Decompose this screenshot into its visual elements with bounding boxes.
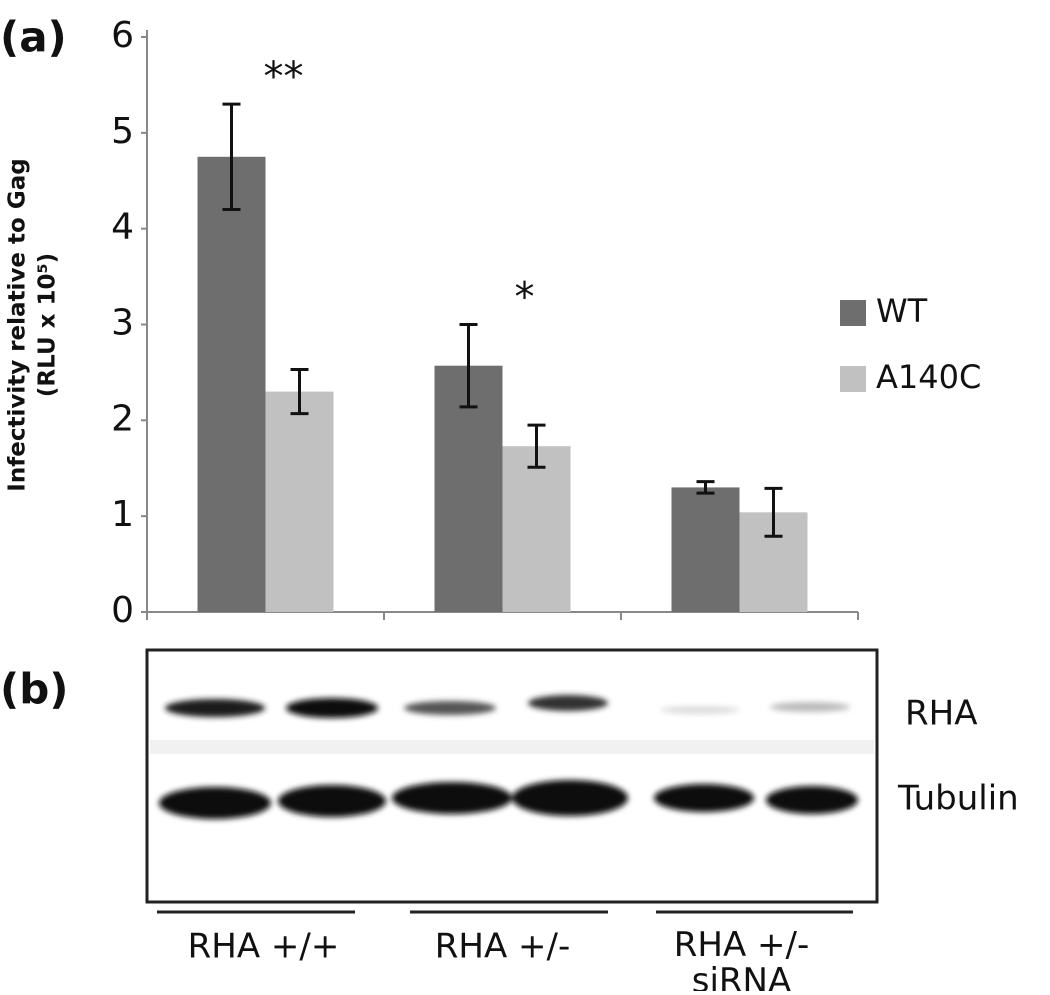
legend-swatch [840, 300, 866, 326]
band-label: Tubulin [897, 779, 1019, 819]
legend-label: A140C [876, 358, 981, 396]
bar [671, 487, 740, 612]
y-tick-label: 1 [111, 494, 134, 535]
y-tick-label: 0 [111, 590, 134, 631]
y-axis-label: (RLU x 10⁵) [35, 253, 61, 397]
band-label: RHA [905, 694, 977, 734]
legend-label: WT [876, 292, 928, 330]
bar [197, 156, 266, 612]
y-tick-label: 3 [111, 303, 134, 344]
x-axis-ticks [146, 612, 859, 620]
panel-label: (a) [0, 13, 67, 62]
category-label: RHA +/- [435, 927, 570, 967]
significance: * [515, 275, 535, 321]
error-bar [696, 480, 715, 495]
blot-gap [150, 740, 874, 754]
y-tick-label: 6 [111, 15, 134, 56]
bar [265, 391, 334, 612]
error-bar [527, 423, 546, 469]
bar [502, 446, 571, 612]
error-bar [459, 323, 478, 409]
y-axis-label: Infectivity relative to Gag [5, 158, 31, 491]
error-bar [764, 486, 783, 538]
category-label: RHA +/+ [188, 927, 340, 967]
blot-bands [159, 695, 858, 819]
y-tick-label: 2 [111, 398, 134, 439]
significance: ** [264, 54, 304, 100]
y-tick-label: 4 [111, 207, 134, 248]
panel-label: (b) [0, 665, 68, 714]
category-label: RHA +/-siRNA [674, 925, 809, 992]
error-bar [222, 102, 241, 211]
y-tick-label: 5 [111, 111, 134, 152]
blot-frame [145, 648, 879, 904]
legend-swatch [840, 366, 866, 392]
error-bar [290, 368, 309, 416]
